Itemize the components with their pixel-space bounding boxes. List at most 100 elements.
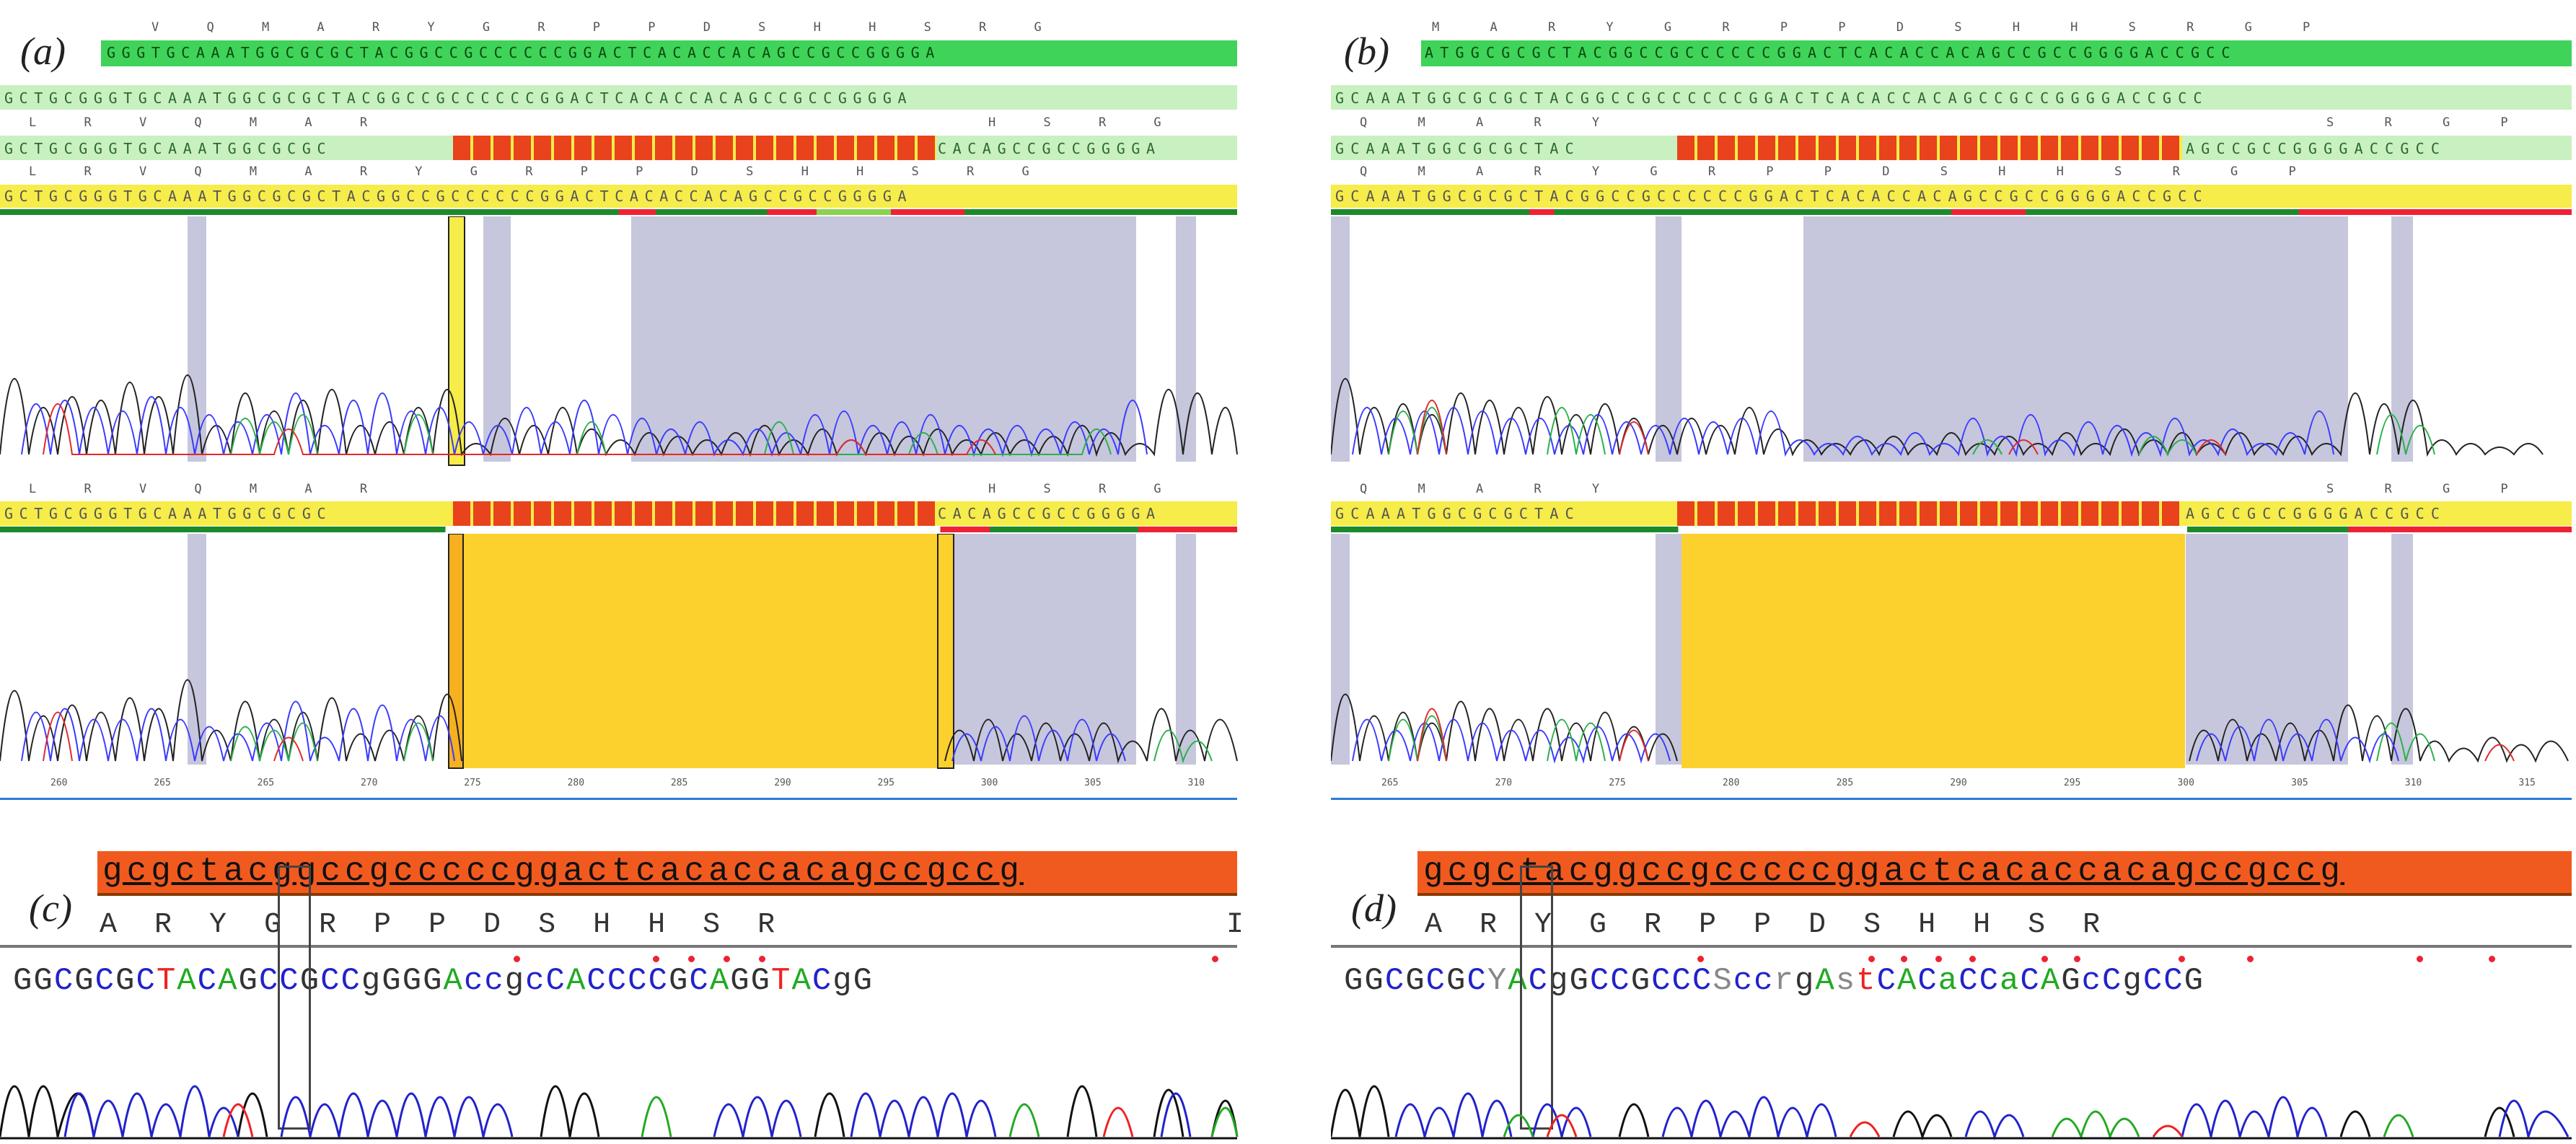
panel-d-ref-bar xyxy=(1417,851,2572,896)
axis-tick: 285 xyxy=(1836,778,1854,788)
panel-c-chromatogram xyxy=(0,1085,1239,1140)
base-run: G xyxy=(1630,963,1652,999)
panel-a-upper-shade-2 xyxy=(483,216,511,462)
base-run: C xyxy=(1528,963,1549,999)
base-run: cc xyxy=(463,963,505,999)
heterozygous-dot xyxy=(1212,956,1218,962)
base-run: CC xyxy=(2142,963,2184,999)
panel-b-axis-line xyxy=(1331,798,2572,800)
panel-a-lower-red xyxy=(453,501,936,526)
base-run: CC xyxy=(1589,963,1631,999)
panel-c: (c) gcgctacggccgcccccggactcacaccacagccgc… xyxy=(0,851,1244,1144)
panel-a-label: (a) xyxy=(20,30,66,73)
panel-d-chromatogram xyxy=(1331,1085,2572,1141)
d-trace-green xyxy=(1503,1110,2414,1140)
base-run: g xyxy=(504,963,526,999)
panel-c-dot-markers xyxy=(0,956,1241,966)
panel-b-upper-shade-4 xyxy=(2391,216,2413,462)
base-run: S xyxy=(1713,963,1733,999)
panel-b-lower-aa-right: S R G P xyxy=(2326,482,2530,496)
panel-d-ref-seq: gcgctacggccgcccccggactcacaccacagccgccg xyxy=(1423,853,2344,890)
trace-red xyxy=(43,403,996,455)
panel-b-ref-aa: M A R Y G R P P D S H H S R G P xyxy=(1432,20,2332,35)
panel-d-dot-markers xyxy=(1331,956,2572,966)
base-run: A xyxy=(1508,963,1529,999)
base-run: G xyxy=(115,963,136,999)
base-run: C xyxy=(812,963,833,999)
base-run: g xyxy=(1794,963,1816,999)
axis-tick: 270 xyxy=(360,778,378,788)
base-run: cC xyxy=(525,963,566,999)
panel-a-lower-shade-1 xyxy=(188,534,206,765)
panel-b-lower-left: GCAAATGGCGCGCTAC xyxy=(1335,505,1581,522)
panel-a-gap-left-col xyxy=(448,534,464,769)
panel-a-axis-line xyxy=(0,798,1237,800)
panel-a-lower-aa-right: H S R G xyxy=(988,482,1182,496)
heterozygous-dot xyxy=(1935,956,1942,962)
b-trace-black xyxy=(1331,378,2544,457)
panel-a-lower-shade-3 xyxy=(1176,534,1196,765)
panel-b-upper-shade-2 xyxy=(1656,216,1682,462)
panel-c-rule xyxy=(0,945,1237,948)
base-run: r xyxy=(1774,963,1795,999)
lower-trace-black xyxy=(0,679,1238,764)
base-run: CCC xyxy=(1651,963,1713,999)
axis-tick: 295 xyxy=(877,778,894,788)
base-run: G xyxy=(1446,963,1467,999)
base-run: CC xyxy=(320,963,361,999)
base-run: gGGG xyxy=(361,963,444,999)
heterozygous-dot xyxy=(2489,956,2495,962)
panel-b-label: (b) xyxy=(1344,30,1389,73)
base-run: GG xyxy=(13,963,54,999)
base-run: A xyxy=(791,963,812,999)
b-trace-blue xyxy=(1352,407,2334,457)
axis-tick: 295 xyxy=(2063,778,2081,788)
panel-a-lower-quality xyxy=(0,527,1237,532)
base-run: a xyxy=(2000,963,2021,999)
panel-b-gap-block xyxy=(1682,534,2185,768)
panel-c-bases: GGCGCGCTACAGCCGCCgGGGAccgcCACCCCGCAGGTAC… xyxy=(13,963,1239,999)
panel-b-lower-red xyxy=(1677,501,2182,526)
b-lower-trace-black xyxy=(1331,693,2569,763)
base-run: A xyxy=(566,963,587,999)
base-run: A xyxy=(177,963,198,999)
heterozygous-dot xyxy=(1969,956,1976,962)
base-run: C xyxy=(136,963,157,999)
panel-a-upper-shade-1 xyxy=(188,216,206,462)
b-trace-red xyxy=(1417,400,2226,455)
panel-b-lower-shade-1 xyxy=(1331,534,1350,765)
axis-tick: 305 xyxy=(1084,778,1102,788)
lower-trace-red xyxy=(43,711,304,762)
panel-a-consensus-seq: GCTGCGGGTGCAAATGGCGCGCTACGGCCGCCCCCCGGAC… xyxy=(4,188,913,205)
panel-a-lower-left: GCTGCGGGTGCAAATGGCGCGC xyxy=(4,505,333,522)
panel-b-lower-quality xyxy=(1331,527,2572,532)
base-run: gG xyxy=(832,963,874,999)
panel-b-consensus-aa: Q M A R Y G R P P D S H H S R G P xyxy=(1360,164,2318,179)
axis-tick: 265 xyxy=(257,778,275,788)
base-run: A xyxy=(709,963,731,999)
base-run: T xyxy=(156,963,177,999)
axis-tick: 300 xyxy=(2177,778,2194,788)
base-run: C xyxy=(1467,963,1487,999)
panel-a-axis-ticks: 260 265 265 270 275 280 285 290 295 300 … xyxy=(50,778,1205,788)
base-run: Y xyxy=(1487,963,1508,999)
axis-tick: 280 xyxy=(567,778,585,788)
panel-a-allele2-left: GCTGCGGGTGCAAATGGCGCGC xyxy=(4,140,333,157)
heterozygous-dot xyxy=(2179,956,2185,962)
panel-b-allele1-bar xyxy=(1331,85,2572,110)
base-run: G xyxy=(2061,963,2082,999)
panel-b-allele2-left: GCAAATGGCGCGCTAC xyxy=(1335,140,1581,157)
panel-b-allele1-seq: GCAAATGGCGCGCTACGGCCGCCCCCCGGACTCACACCAC… xyxy=(1335,89,2209,107)
lower-trace-green xyxy=(230,722,1213,764)
base-run: C xyxy=(1384,963,1406,999)
panel-c-aa-last: I xyxy=(1226,909,1244,941)
panel-b-lower-right: AGCCGCCGGGGACCGCC xyxy=(2186,505,2447,522)
panel-b-axis-ticks: 265 270 275 280 285 290 295 300 305 310 … xyxy=(1381,778,2536,788)
base-run: C xyxy=(1876,963,1897,999)
panel-a-lower-right: CACAGCCGCCGGGGA xyxy=(938,505,1161,522)
axis-tick: 290 xyxy=(774,778,791,788)
panel-a-allele1-seq: GCTGCGGGTGCAAATGGCGCGCTACGGCCGCCCCCCGGAC… xyxy=(4,89,913,107)
panel-a-lower-shade-2 xyxy=(941,534,1136,765)
panel-d-label: (d) xyxy=(1351,886,1397,930)
axis-tick: 290 xyxy=(1950,778,1967,788)
